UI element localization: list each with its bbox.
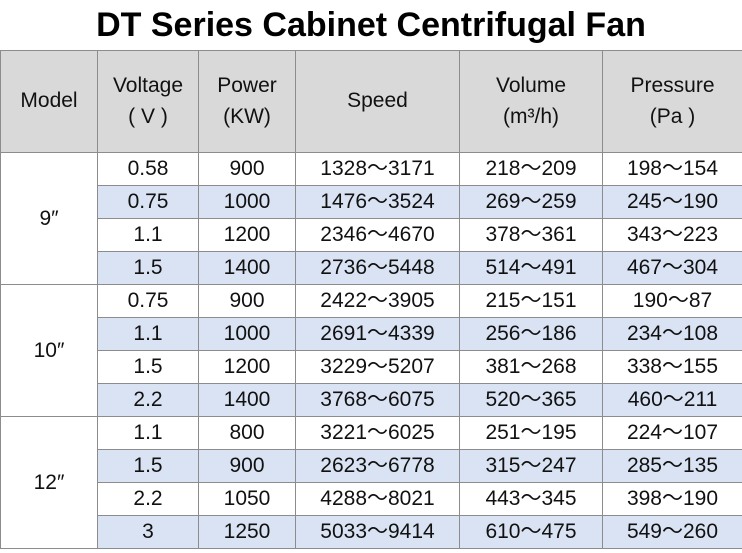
table-row: 1.5 900 2623～6778 315～247 285～135	[1, 449, 742, 483]
pressure-cell: 460～211	[602, 383, 742, 417]
speed-cell: 2736～5448	[295, 251, 460, 285]
voltage-cell: 2.2	[97, 383, 199, 417]
voltage-cell: 1.1	[97, 218, 199, 252]
pressure-cell: 549～260	[602, 515, 742, 549]
table-header: Model Voltage ( V ) Power (KW) Speed Vol…	[0, 50, 742, 153]
voltage-cell: 0.75	[97, 185, 199, 219]
power-cell: 800	[198, 416, 296, 450]
header-power-label: Power	[217, 74, 277, 98]
volume-cell: 378～361	[459, 218, 603, 252]
header-power-unit: (KW)	[223, 104, 271, 128]
volume-cell: 256～186	[459, 317, 603, 351]
speed-cell: 3229～5207	[295, 350, 460, 384]
power-cell: 900	[198, 152, 296, 186]
voltage-cell: 0.75	[97, 284, 199, 318]
header-voltage-label: Voltage	[112, 74, 184, 98]
header-model: Model	[0, 50, 98, 153]
speed-cell: 3768～6075	[295, 383, 460, 417]
table-row: 10″ 0.75 900 2422～3905 215～151 190～87	[0, 284, 742, 417]
volume-cell: 520～365	[459, 383, 603, 417]
pressure-cell: 398～190	[602, 482, 742, 516]
pressure-cell: 224～107	[602, 416, 742, 450]
table-body: 9″ 0.58 900 1328～3171 218～209 198～154 0.…	[0, 152, 742, 549]
power-cell: 1000	[198, 185, 296, 219]
volume-cell: 269～259	[459, 185, 603, 219]
volume-cell: 315～247	[459, 449, 603, 483]
voltage-cell: 2.2	[97, 482, 199, 516]
header-voltage: Voltage ( V )	[97, 50, 199, 153]
header-volume-unit: (m³/h)	[503, 104, 559, 128]
header-pressure-unit: (Pa )	[649, 104, 696, 128]
header-speed: Speed	[295, 50, 460, 153]
pressure-cell: 467～304	[602, 251, 742, 285]
header-volume: Volume (m³/h)	[459, 50, 603, 153]
voltage-cell: 1.1	[97, 317, 199, 351]
pressure-cell: 338～155	[602, 350, 742, 384]
header-pressure-label: Pressure	[630, 74, 715, 98]
volume-cell: 610～475	[459, 515, 603, 549]
speed-cell: 1476～3524	[295, 185, 460, 219]
volume-cell: 215～151	[459, 284, 603, 318]
speed-cell: 2623～6778	[295, 449, 460, 483]
voltage-cell: 1.5	[97, 251, 199, 285]
header-voltage-unit: ( V )	[128, 104, 168, 128]
table-row: 12″ 1.1 800 3221～6025 251～195 224～107	[0, 416, 742, 549]
pressure-cell: 234～108	[602, 317, 742, 351]
power-cell: 1200	[198, 350, 296, 384]
speed-cell: 4288～8021	[295, 482, 460, 516]
spec-table: Model Voltage ( V ) Power (KW) Speed Vol…	[0, 50, 742, 549]
speed-cell: 2691～4339	[295, 317, 460, 351]
table-row: 3 1250 5033～9414 610～475 549～260	[1, 515, 742, 549]
pressure-cell: 343～223	[602, 218, 742, 252]
power-cell: 1400	[198, 251, 296, 285]
speed-cell: 2422～3905	[295, 284, 460, 318]
table-row: 1.5 1200 3229～5207 381～268 338～155	[1, 350, 742, 384]
table-row: 1.1 1000 2691～4339 256～186 234～108	[1, 317, 742, 351]
header-power: Power (KW)	[198, 50, 296, 153]
power-cell: 1200	[198, 218, 296, 252]
page-title: DT Series Cabinet Centrifugal Fan	[96, 6, 646, 44]
table-row: 2.2 1400 3768～6075 520～365 460～211	[1, 383, 742, 417]
model-cell: 10″	[0, 284, 98, 417]
model-cell: 12″	[0, 416, 98, 549]
voltage-cell: 3	[97, 515, 199, 549]
power-cell: 1250	[198, 515, 296, 549]
power-cell: 900	[198, 449, 296, 483]
header-pressure: Pressure (Pa )	[602, 50, 742, 153]
volume-cell: 514～491	[459, 251, 603, 285]
pressure-cell: 198～154	[602, 152, 742, 186]
power-cell: 1050	[198, 482, 296, 516]
voltage-cell: 1.5	[97, 350, 199, 384]
table-row: 9″ 0.58 900 1328～3171 218～209 198～154	[0, 152, 742, 285]
header-volume-label: Volume	[495, 74, 567, 98]
voltage-cell: 1.5	[97, 449, 199, 483]
voltage-cell: 1.1	[97, 416, 199, 450]
pressure-cell: 190～87	[602, 284, 742, 318]
speed-cell: 3221～6025	[295, 416, 460, 450]
pressure-cell: 245～190	[602, 185, 742, 219]
table-row: 2.2 1050 4288～8021 443～345 398～190	[1, 482, 742, 516]
header-model-label: Model	[20, 89, 78, 113]
table-row: 0.75 1000 1476～3524 269～259 245～190	[1, 185, 742, 219]
power-cell: 1400	[198, 383, 296, 417]
speed-cell: 2346～4670	[295, 218, 460, 252]
table-row: 1.5 1400 2736～5448 514～491 467～304	[1, 251, 742, 285]
volume-cell: 251～195	[459, 416, 603, 450]
header-speed-label: Speed	[347, 89, 408, 113]
volume-cell: 443～345	[459, 482, 603, 516]
speed-cell: 1328～3171	[295, 152, 460, 186]
volume-cell: 381～268	[459, 350, 603, 384]
power-cell: 900	[198, 284, 296, 318]
voltage-cell: 0.58	[97, 152, 199, 186]
speed-cell: 5033～9414	[295, 515, 460, 549]
volume-cell: 218～209	[459, 152, 603, 186]
pressure-cell: 285～135	[602, 449, 742, 483]
model-cell: 9″	[0, 152, 98, 285]
table-row: 1.1 1200 2346～4670 378～361 343～223	[1, 218, 742, 252]
power-cell: 1000	[198, 317, 296, 351]
header-row: Model Voltage ( V ) Power (KW) Speed Vol…	[0, 50, 742, 153]
